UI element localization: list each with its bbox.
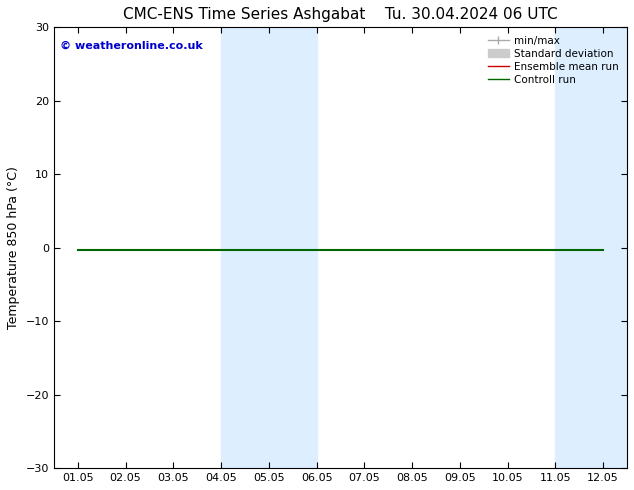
Text: © weatheronline.co.uk: © weatheronline.co.uk xyxy=(60,41,202,50)
Bar xyxy=(555,27,634,468)
Legend: min/max, Standard deviation, Ensemble mean run, Controll run: min/max, Standard deviation, Ensemble me… xyxy=(485,32,622,88)
Bar xyxy=(221,27,316,468)
Y-axis label: Temperature 850 hPa (°C): Temperature 850 hPa (°C) xyxy=(7,166,20,329)
Title: CMC-ENS Time Series Ashgabat    Tu. 30.04.2024 06 UTC: CMC-ENS Time Series Ashgabat Tu. 30.04.2… xyxy=(123,7,558,22)
